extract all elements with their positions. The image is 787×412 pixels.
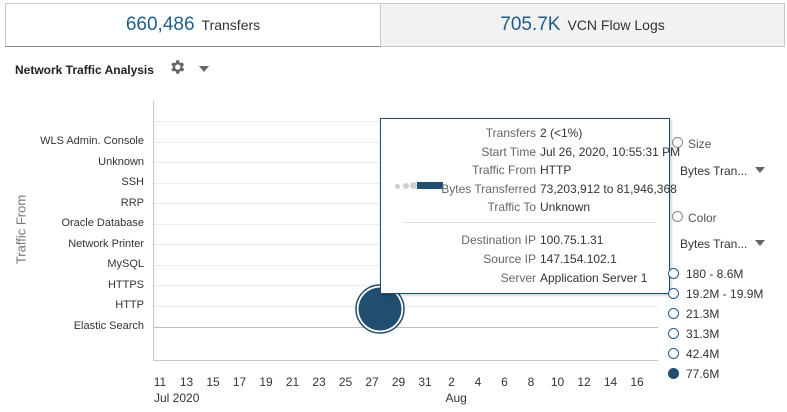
y-tick-label: HTTP <box>115 299 144 311</box>
y-tick-label: HTTPS <box>107 278 144 291</box>
tab-vcn-flow-logs-value: 705.7K <box>500 14 561 35</box>
legend-swatch-circle-icon <box>668 308 679 319</box>
legend-swatch-circle-icon <box>668 288 679 299</box>
x-tick-label: 13 <box>179 375 194 389</box>
legend-item-label: 31.3M <box>686 327 720 341</box>
summary-tabs: 660,486 Transfers 705.7K VCN Flow Logs <box>5 3 785 47</box>
color-select[interactable]: Bytes Tran... <box>680 237 748 251</box>
size-header: Size <box>688 137 712 151</box>
legend-item-label: 180 - 8.6M <box>686 267 744 281</box>
color-select-chevron-down-icon[interactable] <box>755 239 765 247</box>
y-tick-label: Network Printer <box>68 237 144 250</box>
x-tick-label: 25 <box>338 375 353 389</box>
x-tick-label: 14 <box>603 375 618 389</box>
x-tick-label: 19 <box>259 375 273 389</box>
tooltip-key: Traffic From <box>471 163 536 177</box>
y-axis-title: Traffic From <box>13 194 29 265</box>
x-tick-label: 6 <box>501 375 508 389</box>
size-select-chevron-down-icon[interactable] <box>755 166 765 174</box>
legend-swatch-circle-icon <box>668 328 679 339</box>
tooltip-value: 147.154.102.1 <box>540 252 617 266</box>
x-group-label: Jul 2020 <box>154 391 200 405</box>
y-tick-label: RRP <box>120 196 144 209</box>
tooltip-value: Unknown <box>540 200 591 214</box>
tooltip-value: 73,203,912 to 81,946,368 <box>540 181 677 196</box>
tooltip-key: Start Time <box>481 144 536 159</box>
axis-line <box>153 101 658 361</box>
tab-transfers[interactable]: 660,486 Transfers <box>5 3 381 47</box>
legend-item-label: 77.6M <box>686 367 720 381</box>
tooltip-key: Transfers <box>485 126 536 140</box>
legend-swatch-circle-icon <box>668 268 679 279</box>
bubble-point[interactable] <box>358 287 402 331</box>
color-radio[interactable] <box>672 211 683 222</box>
tooltip-value: Application Server 1 <box>540 271 648 285</box>
tooltip: Transfers 2 (<1%) Start Time Jul 26, 2020, … <box>380 118 680 294</box>
x-tick-label: 16 <box>630 375 644 389</box>
tooltip-value: 100.75.1.31 <box>540 233 604 247</box>
legend-swatch-circle-icon <box>668 348 679 359</box>
y-tick-label: Oracle Database <box>61 217 144 229</box>
size-select[interactable]: Bytes Tran... <box>680 164 748 178</box>
mini-dot-medium <box>403 183 409 189</box>
legend-item-label: 21.3M <box>686 307 720 321</box>
bytes-legend-bar <box>417 182 443 189</box>
legend-item-label: 42.4M <box>686 347 720 361</box>
y-tick-label: Elastic Search <box>73 319 144 332</box>
tooltip-key: Server <box>500 271 536 285</box>
tooltip-separator <box>403 222 657 223</box>
mini-dot-small <box>395 184 400 189</box>
tab-transfers-value: 660,486 <box>125 14 195 35</box>
x-tick-label: 23 <box>312 375 326 389</box>
tab-vcn-flow-logs[interactable]: 705.7K VCN Flow Logs <box>381 3 785 47</box>
y-tick-label: Unknown <box>98 155 144 168</box>
gear-icon[interactable] <box>168 58 186 76</box>
color-header: Color <box>688 211 717 225</box>
x-tick-label: 11 <box>153 375 167 389</box>
size-radio[interactable] <box>672 137 683 148</box>
mini-dot-large <box>410 182 417 189</box>
y-tick-label: SSH <box>121 176 144 188</box>
x-tick-label: 10 <box>550 375 565 389</box>
chevron-down-icon[interactable] <box>199 65 209 73</box>
tooltip-value: 2 (<1%) <box>540 126 583 140</box>
x-tick-label: 29 <box>391 375 406 389</box>
x-tick-label: 31 <box>418 375 432 389</box>
y-tick-label: MySQL <box>107 258 144 270</box>
tab-vcn-flow-logs-label: VCN Flow Logs <box>567 17 665 33</box>
x-tick-label: 21 <box>285 375 300 389</box>
x-group-label: Aug <box>445 391 467 405</box>
x-tick-label: 17 <box>232 375 247 389</box>
section-title: Network Traffic Analysis <box>15 63 154 77</box>
legend-swatch-circle-icon <box>668 368 679 379</box>
tooltip-key: Bytes Transferred <box>441 181 536 196</box>
x-tick-label: 8 <box>527 375 535 389</box>
x-tick-label: 4 <box>474 375 482 389</box>
tooltip-key: Source IP <box>483 252 536 266</box>
tooltip-key: Destination IP <box>461 233 536 247</box>
x-tick-label: 2 <box>448 375 455 389</box>
x-tick-label: 15 <box>206 375 220 389</box>
tooltip-value: Jul 26, 2020, 10:55:31 PM <box>540 144 681 159</box>
y-tick-label: WLS Admin. Console <box>40 135 144 147</box>
tooltip-key: Traffic To <box>487 200 536 214</box>
x-tick-label: 27 <box>365 375 379 389</box>
legend-item-label: 19.2M - 19.9M <box>686 287 764 301</box>
x-tick-label: 12 <box>577 375 591 389</box>
tab-transfers-label: Transfers <box>201 17 261 33</box>
tooltip-value: HTTP <box>540 163 572 177</box>
